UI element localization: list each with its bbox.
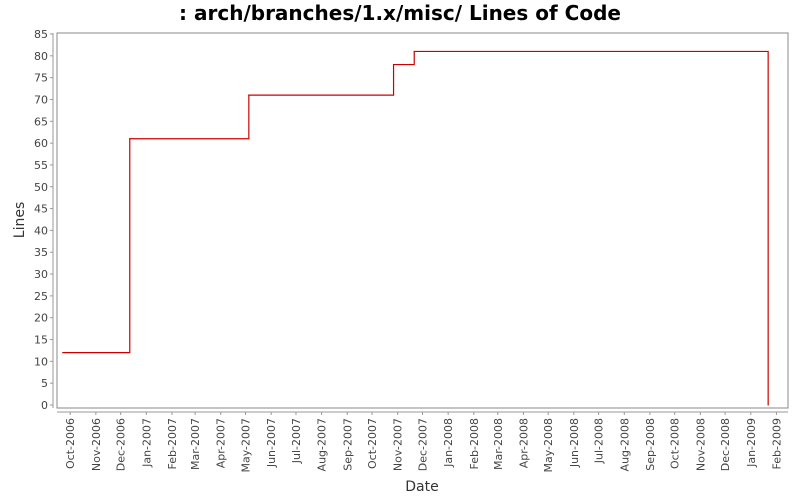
x-tick-label: Jul-2008 — [593, 418, 606, 464]
y-tick-label: 35 — [34, 246, 48, 259]
x-tick-label: Dec-2006 — [115, 418, 128, 471]
y-tick-label: 15 — [34, 334, 48, 347]
x-tick-label: May-2008 — [542, 418, 555, 473]
data-point — [129, 138, 131, 140]
x-tick-label: Apr-2007 — [215, 418, 228, 468]
x-tick-label: Oct-2007 — [366, 418, 379, 469]
x-tick-label: Apr-2008 — [517, 418, 530, 468]
x-tick-label: Nov-2006 — [90, 418, 103, 471]
series-layer — [62, 50, 769, 406]
y-tick-label: 30 — [34, 268, 48, 281]
data-point — [248, 94, 250, 96]
y-tick-label: 65 — [34, 115, 48, 128]
y-tick-label: 75 — [34, 72, 48, 85]
x-tick-label: Jan-2009 — [745, 418, 758, 468]
y-tick-label: 60 — [34, 137, 48, 150]
chart-title: : arch/branches/1.x/misc/ Lines of Code — [179, 1, 621, 25]
y-tick-label: 20 — [34, 312, 48, 325]
x-tick-label: Oct-2008 — [669, 418, 682, 469]
x-tick-label: Jun-2008 — [568, 418, 581, 468]
x-tick-label: Dec-2008 — [719, 418, 732, 471]
data-point — [62, 352, 64, 354]
y-tick-label: 70 — [34, 93, 48, 106]
y-tick-label: 10 — [34, 355, 48, 368]
x-tick-label: Jul-2007 — [290, 418, 303, 464]
y-tick-label: 85 — [34, 28, 48, 41]
data-point — [767, 404, 769, 406]
x-tick-label: Nov-2007 — [392, 418, 405, 471]
x-tick-label: Jan-2008 — [442, 418, 455, 468]
x-tick-label: Oct-2006 — [64, 418, 77, 469]
x-axis-label: Date — [405, 479, 438, 495]
x-tick-label: Feb-2008 — [468, 418, 481, 469]
x-tick-label: Dec-2007 — [417, 418, 430, 471]
y-tick-label: 25 — [34, 290, 48, 303]
data-point — [392, 63, 395, 66]
y-tick-label: 40 — [34, 224, 48, 237]
x-tick-label: Jun-2007 — [265, 418, 278, 468]
x-tick-label: May-2007 — [240, 418, 253, 473]
y-tick-label: 45 — [34, 203, 48, 216]
x-tick-label: Nov-2008 — [694, 418, 707, 471]
x-tick-label: Mar-2007 — [189, 418, 202, 470]
plot-area — [56, 32, 789, 409]
y-tick-label: 5 — [41, 377, 48, 390]
x-tick-label: Feb-2007 — [166, 418, 179, 469]
x-tick-label: Sep-2007 — [341, 418, 354, 471]
x-tick-label: Sep-2008 — [644, 418, 657, 471]
x-tick-label: Aug-2008 — [618, 418, 631, 471]
y-tick-label: 55 — [34, 159, 48, 172]
y-tick-label: 0 — [41, 399, 48, 412]
data-point — [413, 50, 415, 53]
y-axis: 0 5 10 15 20 25 30 35 40 45 50 55 60 65 70 75 80 85 — [34, 28, 54, 412]
y-axis-label: Lines — [12, 202, 28, 238]
x-tick-label: Aug-2007 — [316, 418, 329, 471]
x-axis: Oct-2006 Nov-2006 Dec-2006 Jan-2007 Feb-2007… — [57, 411, 788, 473]
y-tick-label: 80 — [34, 50, 48, 63]
x-tick-label: Mar-2008 — [492, 418, 505, 470]
x-tick-label: Feb-2009 — [770, 418, 783, 469]
x-tick-label: Jan-2007 — [140, 418, 153, 468]
series-line — [62, 50, 769, 405]
y-tick-label: 50 — [34, 181, 48, 194]
